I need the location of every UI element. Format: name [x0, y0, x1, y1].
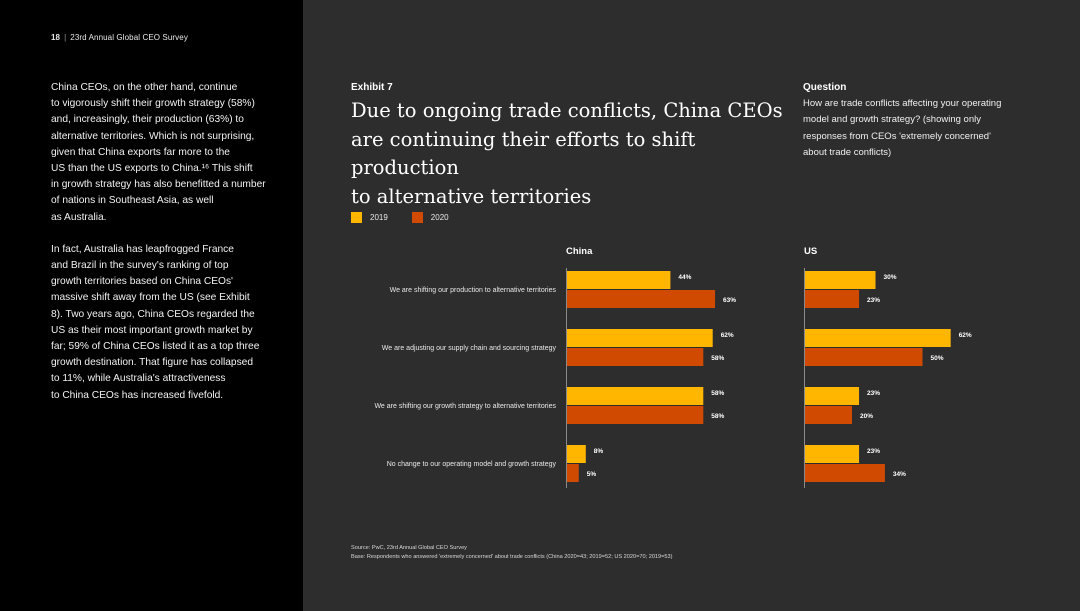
- exhibit-panel: Exhibit 7 Due to ongoing trade conflicts…: [303, 0, 1080, 611]
- bar: [805, 464, 885, 482]
- bar: [805, 406, 852, 424]
- page-header: 18 | 23rd Annual Global CEO Survey: [51, 33, 188, 42]
- bar: [805, 348, 923, 366]
- exhibit-label: Exhibit 7: [351, 82, 393, 93]
- panel-title: China: [566, 246, 593, 257]
- bar: [567, 406, 704, 424]
- category-label: We are shifting our growth strategy to a…: [374, 403, 556, 410]
- data-label: 23%: [867, 390, 880, 397]
- data-label: 58%: [711, 355, 724, 362]
- bar: [805, 271, 876, 289]
- question-text: How are trade conflicts affecting your o…: [803, 98, 1002, 159]
- category-label: No change to our operating model and gro…: [387, 461, 557, 468]
- report-title: 23rd Annual Global CEO Survey: [70, 33, 188, 42]
- legend-label-2019: 2019: [370, 213, 388, 222]
- header-separator: |: [64, 33, 67, 42]
- body-paragraph-2: In fact, Australia has leapfrogged Franc…: [51, 243, 260, 401]
- data-label: 23%: [867, 448, 880, 455]
- legend-item-2020: 2020: [411, 212, 449, 223]
- chart-legend: 2019 2020: [351, 212, 449, 223]
- bar: [567, 464, 579, 482]
- source-note: Source: PwC, 23rd Annual Global CEO Surv…: [351, 544, 673, 561]
- base-line: Base: Respondents who answered 'extremel…: [351, 553, 673, 560]
- panel-title: US: [804, 246, 817, 257]
- data-label: 30%: [884, 274, 897, 281]
- category-label: We are shifting our production to altern…: [390, 287, 557, 294]
- exhibit-title: Due to ongoing trade conflicts, China CE…: [351, 99, 783, 208]
- data-label: 34%: [893, 471, 906, 478]
- body-paragraph-1: China CEOs, on the other hand, continue …: [51, 82, 266, 223]
- bar: [805, 445, 860, 463]
- page-number: 18: [51, 33, 61, 42]
- data-label: 62%: [959, 332, 972, 339]
- body-text: China CEOs, on the other hand, continue …: [51, 80, 276, 420]
- bar: [567, 387, 704, 405]
- bar-chart: We are shifting our production to altern…: [374, 246, 972, 488]
- source-line: Source: PwC, 23rd Annual Global CEO Surv…: [351, 545, 467, 551]
- legend-item-2019: 2019: [351, 212, 388, 223]
- data-label: 63%: [723, 297, 736, 304]
- data-label: 62%: [721, 332, 734, 339]
- bar: [805, 290, 860, 308]
- bar: [567, 329, 713, 347]
- question-label: Question: [803, 82, 847, 93]
- bar: [805, 329, 951, 347]
- bar: [567, 290, 716, 308]
- data-label: 23%: [867, 297, 880, 304]
- data-label: 44%: [678, 274, 691, 281]
- data-label: 58%: [711, 413, 724, 420]
- legend-label-2020: 2020: [430, 213, 449, 222]
- data-label: 58%: [711, 390, 724, 397]
- left-column: 18 | 23rd Annual Global CEO Survey China C…: [0, 0, 303, 611]
- category-label: We are adjusting our supply chain and so…: [382, 345, 557, 352]
- data-label: 20%: [860, 413, 873, 420]
- bar: [567, 348, 704, 366]
- bar: [567, 445, 586, 463]
- data-label: 8%: [594, 448, 604, 455]
- data-label: 50%: [931, 355, 944, 362]
- legend-swatch-2020: [411, 212, 423, 223]
- bar: [805, 387, 860, 405]
- legend-swatch-2019: [351, 212, 362, 223]
- bar: [567, 271, 671, 289]
- data-label: 5%: [587, 471, 597, 478]
